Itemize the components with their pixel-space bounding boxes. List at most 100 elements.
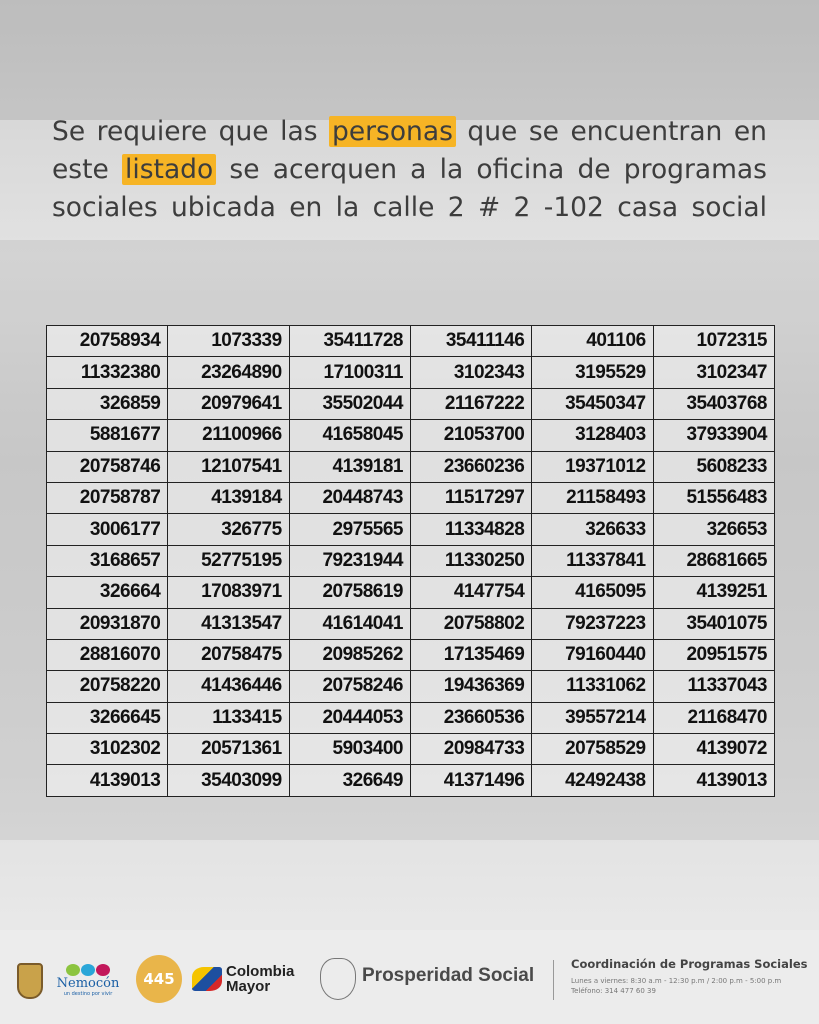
id-cell: 21167222 <box>409 387 533 421</box>
id-cell: 42492438 <box>531 764 654 797</box>
id-cell: 3102302 <box>45 733 169 766</box>
table-row: 20758746 12107541 4139181 23660236 19371012 5… <box>45 450 776 483</box>
id-cell: 4139013 <box>45 764 169 797</box>
office-hours: Lunes a viernes: 8:30 a.m - 12:30 p.m / … <box>571 977 782 985</box>
id-cell: 28816070 <box>45 638 169 672</box>
id-cell: 1073339 <box>167 324 290 358</box>
id-cell: 79237223 <box>531 607 654 640</box>
id-cell: 41436446 <box>167 670 290 703</box>
id-cell: 4139013 <box>652 764 776 797</box>
id-cell: 3168657 <box>45 544 169 578</box>
id-cell: 11330250 <box>409 544 533 578</box>
id-cell: 17083971 <box>167 576 290 609</box>
id-cell: 11332380 <box>45 356 169 389</box>
id-cell: 35403768 <box>652 387 776 421</box>
id-cell: 20444053 <box>288 701 411 735</box>
id-cell: 35411146 <box>409 324 533 358</box>
id-cell: 35502044 <box>288 387 411 421</box>
id-cell: 41313547 <box>167 607 290 640</box>
id-cell: 4165095 <box>531 576 654 609</box>
id-cell: 79160440 <box>531 638 654 672</box>
id-cell: 4139072 <box>652 733 776 766</box>
id-cell: 11334828 <box>409 513 533 546</box>
id-cell: 326664 <box>45 576 169 609</box>
highlight-listado: listado <box>122 154 217 185</box>
table-row: 3102302 20571361 5903400 20984733 20758529 41… <box>45 733 776 766</box>
table-row: 4139013 35403099 326649 41371496 42492438 413… <box>45 764 776 797</box>
id-cell: 19436369 <box>409 670 533 703</box>
id-cell: 20758475 <box>167 638 290 672</box>
id-cell: 4139181 <box>288 450 411 483</box>
announcement-text: Se requiere que las personas que se encu… <box>52 113 767 227</box>
id-cell: 5903400 <box>288 733 411 766</box>
id-cell: 326633 <box>531 513 654 546</box>
id-cell: 21100966 <box>167 419 290 452</box>
id-cell: 20984733 <box>409 733 533 766</box>
coordination-title: Coordinación de Programas Sociales <box>571 957 808 971</box>
id-cell: 21053700 <box>409 419 533 452</box>
table-row: 3168657 52775195 79231944 11330250 11337841 2… <box>45 544 776 578</box>
butterfly-icon <box>192 967 222 991</box>
id-cell: 52775195 <box>167 544 290 578</box>
id-cell: 17100311 <box>288 356 411 389</box>
id-cell: 1072315 <box>652 324 776 358</box>
table-row: 5881677 21100966 41658045 21053700 3128403 37… <box>45 419 776 452</box>
id-cell: 4147754 <box>409 576 533 609</box>
id-cell: 5608233 <box>652 450 776 483</box>
id-cell: 326653 <box>652 513 776 546</box>
id-cell: 37933904 <box>652 419 776 452</box>
id-cell: 20571361 <box>167 733 290 766</box>
id-cell: 39557214 <box>531 701 654 735</box>
id-cell: 11337841 <box>531 544 654 578</box>
table-row: 3006177 326775 2975565 11334828 326633 326653 <box>45 513 776 546</box>
message-text: Se requiere que las <box>52 116 318 147</box>
background-photo <box>0 0 819 120</box>
id-cell: 20758934 <box>45 324 169 358</box>
table-row: 11332380 23264890 17100311 3102343 3195529 31… <box>45 356 776 389</box>
id-cell: 4139184 <box>167 481 290 515</box>
id-cell: 11517297 <box>409 481 533 515</box>
table-row: 20758220 41436446 20758246 19436369 11331062… <box>45 670 776 703</box>
id-cell: 20758746 <box>45 450 169 483</box>
anniversary-445-logo: 445 <box>136 955 182 1003</box>
id-cell: 35450347 <box>531 387 654 421</box>
id-cell: 41371496 <box>409 764 533 797</box>
id-cell: 23660236 <box>409 450 533 483</box>
id-cell: 28681665 <box>652 544 776 578</box>
divider <box>553 960 554 1000</box>
id-cell: 4139251 <box>652 576 776 609</box>
id-cell: 19371012 <box>531 450 654 483</box>
id-cell: 21158493 <box>531 481 654 515</box>
id-cell: 20758787 <box>45 481 169 515</box>
id-cell: 3266645 <box>45 701 169 735</box>
id-cell: 21168470 <box>652 701 776 735</box>
id-cell: 12107541 <box>167 450 290 483</box>
id-cell: 20979641 <box>167 387 290 421</box>
id-cell: 3102343 <box>409 356 533 389</box>
id-cell: 79231944 <box>288 544 411 578</box>
id-cell: 3195529 <box>531 356 654 389</box>
table-row: 326664 17083971 20758619 4147754 4165095 4139… <box>45 576 776 609</box>
id-cell: 3128403 <box>531 419 654 452</box>
table-row: 326859 20979641 35502044 21167222 35450347 35… <box>45 387 776 421</box>
id-cell: 5881677 <box>45 419 169 452</box>
message-text: se acerquen a la oficina de programas so… <box>52 154 767 223</box>
id-cell: 1133415 <box>167 701 290 735</box>
id-cell: 51556483 <box>652 481 776 515</box>
id-cell: 20758802 <box>409 607 533 640</box>
id-cell: 3102347 <box>652 356 776 389</box>
id-cell: 20931870 <box>45 607 169 640</box>
nemocon-logo: Nemocón un destino por vivir <box>57 958 119 1003</box>
id-cell: 20758529 <box>531 733 654 766</box>
id-cell: 20758246 <box>288 670 411 703</box>
id-cell: 20758619 <box>288 576 411 609</box>
id-cell: 3006177 <box>45 513 169 546</box>
id-cell: 20448743 <box>288 481 411 515</box>
table-row: 20931870 41313547 41614041 20758802 79237223… <box>45 607 776 640</box>
id-cell: 35411728 <box>288 324 411 358</box>
id-cell: 20758220 <box>45 670 169 703</box>
table-row: 28816070 20758475 20985262 17135469 79160440… <box>45 638 776 672</box>
id-cell: 20985262 <box>288 638 411 672</box>
table-row: 20758787 4139184 20448743 11517297 21158493 5… <box>45 481 776 515</box>
id-cell: 35403099 <box>167 764 290 797</box>
